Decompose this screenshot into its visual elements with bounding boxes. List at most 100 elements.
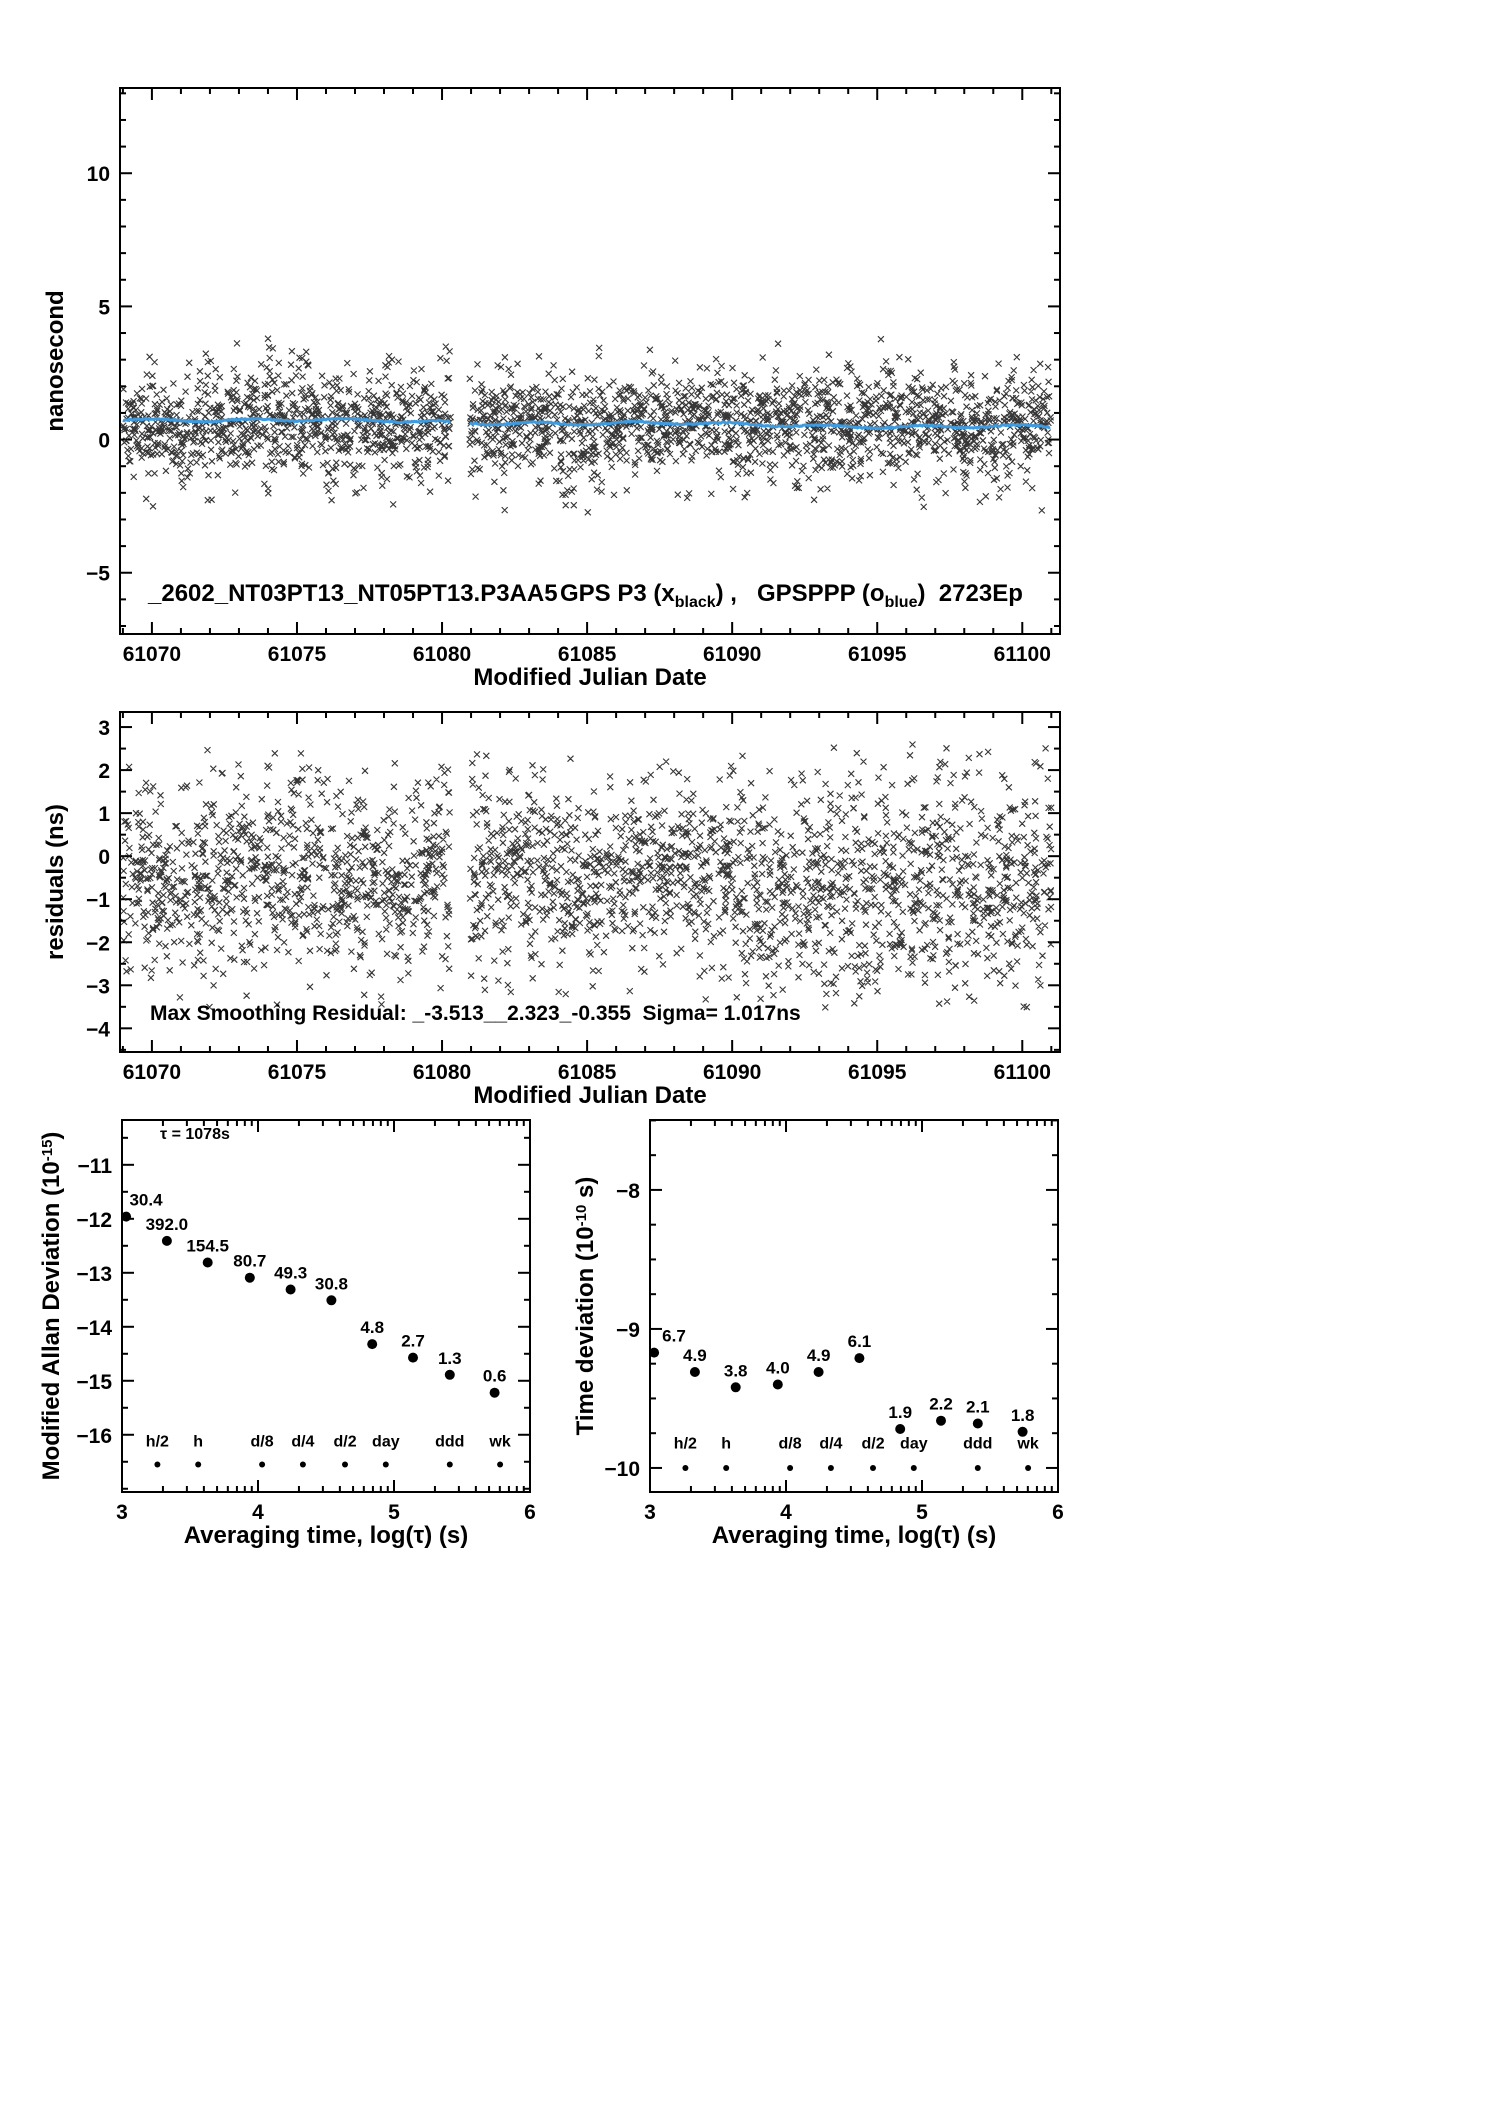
- tdev-data-point: [772, 1379, 783, 1390]
- x-tick-label: 61080: [413, 643, 471, 666]
- y-tick-label: 10: [87, 163, 110, 186]
- y-tick-label: −4: [86, 1018, 110, 1041]
- mdev-value-label: 392.0: [146, 1215, 189, 1234]
- mdev-value-label: 49.3: [274, 1264, 307, 1283]
- averaging-interval-dot: [299, 1461, 306, 1468]
- mdev-value-label: 30.4: [129, 1191, 163, 1210]
- averaging-interval-dot: [497, 1461, 504, 1468]
- tdev-data-point: [854, 1353, 865, 1364]
- mdev-value-label: 1.3: [438, 1349, 462, 1368]
- x-tick-label: 61100: [994, 643, 1051, 666]
- x-tick-label: 61095: [848, 1061, 907, 1084]
- y-tick-label: −8: [616, 1180, 640, 1203]
- tdev-value-label: 1.8: [1011, 1406, 1035, 1425]
- averaging-interval-label: day: [900, 1435, 928, 1452]
- x-tick-label: 61085: [558, 1061, 617, 1084]
- tdev-y-axis-title: Time deviation (10-10 s): [572, 1177, 600, 1436]
- tdev-data-point: [730, 1382, 741, 1393]
- top-y-axis-title: nanosecond: [42, 290, 69, 432]
- x-tick-label: 61090: [703, 643, 761, 666]
- averaging-interval-label: h: [193, 1434, 203, 1451]
- averaging-interval-dot: [974, 1465, 981, 1471]
- y-tick-label: 0: [98, 846, 110, 869]
- tdev-panel: 3 4 5 6−8−9−106.74.93.8 4.04.96.11.9 2.2 2.1 1.…: [604, 1119, 1064, 1524]
- ppp-series-subscript: blue: [884, 594, 918, 611]
- mdev-panel: 3 4 5 6 −11 −12 −13 −14 −15 −16 30.4 392.0 154.580.7…: [76, 1119, 536, 1524]
- gps-series-label: GPS P3 (x: [560, 580, 675, 607]
- tdev-value-label: 4.9: [683, 1346, 707, 1365]
- averaging-interval-dot: [154, 1461, 161, 1468]
- averaging-interval-dot: [723, 1465, 730, 1471]
- top-title-filename: _2602_NT03PT13_NT05PT13.P3AA5: [148, 580, 558, 607]
- x-tick-label: 61070: [123, 1061, 181, 1084]
- tdev-data-point: [895, 1424, 906, 1434]
- mdev-y-title-close: ): [38, 1131, 65, 1140]
- averaging-interval-label: d/4: [819, 1435, 842, 1452]
- y-tick-label: 2: [98, 760, 110, 783]
- x-tick-label: 61075: [268, 1061, 327, 1084]
- y-tick-label: 5: [98, 296, 110, 319]
- averaging-interval-label: wk: [488, 1434, 510, 1451]
- residuals-frame: [119, 711, 1061, 1053]
- gps-link-frame: [119, 87, 1061, 635]
- mid-x-axis-title: Modified Julian Date: [473, 1082, 707, 1109]
- y-tick-label: −1: [86, 889, 110, 912]
- y-tick-label: −14: [76, 1317, 112, 1340]
- mid-y-axis-title: residuals (ns): [42, 803, 69, 961]
- tdev-data-point: [689, 1367, 700, 1377]
- mdev-data-point: [285, 1284, 296, 1295]
- tdev-value-label: 6.1: [848, 1332, 872, 1351]
- x-tick-label: 61090: [703, 1061, 761, 1084]
- y-tick-label: 1: [98, 803, 110, 826]
- averaging-interval-dot: [446, 1461, 453, 1468]
- tdev-data-point: [649, 1347, 660, 1358]
- epoch-count-label: ) 2723Ep: [917, 580, 1023, 607]
- x-tick-label: 4: [252, 1501, 264, 1524]
- mdev-y-axis-title: Modified Allan Deviation (10-15): [38, 1132, 66, 1481]
- tdev-value-label: 4.0: [766, 1359, 790, 1378]
- smoothing-residual-annotation: Max Smoothing Residual: _-3.513__2.323_-…: [150, 1002, 801, 1025]
- mdev-data-point: [367, 1339, 378, 1350]
- y-tick-label: 0: [98, 430, 110, 453]
- x-tick-label: 61095: [848, 643, 907, 666]
- averaging-interval-dot: [827, 1465, 834, 1471]
- y-tick-label: −13: [76, 1263, 112, 1286]
- residuals-panel: 61070 61075 61080 61085 61090 61095 61100 −4 −3 −…: [86, 711, 1061, 1084]
- averaging-interval-label: d/4: [291, 1434, 314, 1451]
- gps-link-panel: 61070 61075 61080 61085 61090 61095 61100 −5 0 5 1…: [86, 87, 1061, 666]
- mdev-value-label: 4.8: [360, 1318, 384, 1337]
- gps-series-subscript: black: [674, 594, 716, 611]
- mdev-y-title-exponent: -15: [39, 1139, 56, 1162]
- mdev-data-point: [489, 1387, 500, 1398]
- mdev-data-point: [444, 1369, 455, 1380]
- x-tick-label: 61080: [413, 1061, 471, 1084]
- tdev-y-title-close: s): [572, 1176, 599, 1205]
- mdev-data-point: [121, 1211, 132, 1222]
- tdev-data-point: [813, 1367, 824, 1377]
- mdev-value-label: 154.5: [186, 1237, 229, 1256]
- averaging-interval-label: ddd: [963, 1435, 992, 1452]
- x-tick-label: 61085: [558, 643, 617, 666]
- tdev-value-label: 1.9: [888, 1403, 912, 1422]
- y-tick-label: 3: [98, 717, 110, 740]
- mdev-value-label: 80.7: [233, 1252, 266, 1271]
- tdev-value-label: 2.1: [966, 1397, 990, 1416]
- averaging-interval-label: h: [721, 1435, 731, 1452]
- averaging-interval-label: h/2: [146, 1434, 169, 1451]
- tdev-x-axis-title: Averaging time, log(τ) (s): [711, 1522, 997, 1549]
- averaging-interval-dot: [870, 1465, 876, 1471]
- averaging-interval-dot: [382, 1461, 389, 1468]
- x-tick-label: 61100: [994, 1061, 1051, 1084]
- y-tick-label: −9: [616, 1319, 640, 1342]
- tdev-data-point: [972, 1418, 983, 1429]
- tau-annotation: τ = 1078s: [160, 1126, 230, 1143]
- x-tick-label: 3: [116, 1501, 128, 1524]
- averaging-interval-label: d/2: [333, 1434, 356, 1451]
- mdev-frame: [121, 1119, 531, 1493]
- averaging-interval-dot: [342, 1461, 348, 1468]
- gps-link-blue-ppp-line: [122, 416, 1051, 431]
- x-tick-label: 61075: [268, 643, 327, 666]
- averaging-interval-label: d/8: [779, 1435, 802, 1452]
- averaging-interval-dot: [910, 1465, 917, 1471]
- y-tick-label: −5: [86, 563, 110, 586]
